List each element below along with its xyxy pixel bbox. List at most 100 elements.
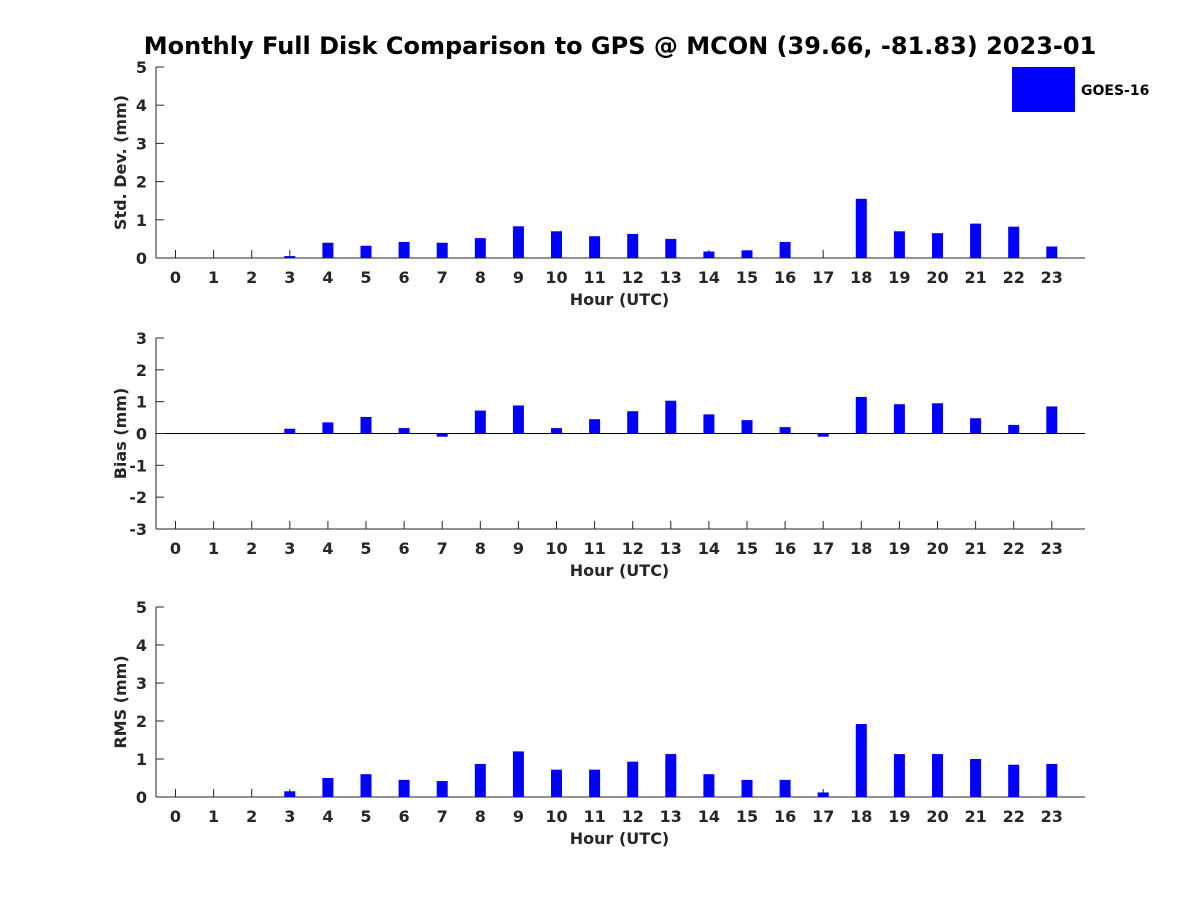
bar <box>779 779 791 797</box>
x-tick-label: 1 <box>208 268 219 287</box>
bar <box>703 251 715 258</box>
bar <box>551 428 562 434</box>
y-tick-label: 1 <box>136 211 147 230</box>
x-tick-label: 0 <box>170 807 181 826</box>
x-tick-label: 23 <box>1041 807 1063 826</box>
x-tick-label: 13 <box>660 268 682 287</box>
x-tick-label: 13 <box>660 539 682 558</box>
x-tick-label: 3 <box>284 807 295 826</box>
bar <box>436 781 448 797</box>
bar <box>398 779 410 797</box>
bar <box>284 791 296 797</box>
bar <box>322 778 334 797</box>
y-tick-label: 2 <box>136 173 147 192</box>
bar <box>970 223 982 258</box>
x-tick-label: 2 <box>246 268 257 287</box>
bar <box>893 231 905 258</box>
bar <box>589 236 601 258</box>
x-tick-label: 13 <box>660 807 682 826</box>
y-tick-label: 1 <box>136 393 147 412</box>
y-tick-label: 0 <box>136 788 147 807</box>
x-tick-label: 8 <box>475 807 486 826</box>
bar <box>627 233 639 258</box>
bar <box>817 433 829 437</box>
bar <box>512 226 524 258</box>
x-tick-label: 15 <box>736 268 758 287</box>
bar <box>436 433 448 437</box>
x-tick-label: 4 <box>322 268 333 287</box>
x-tick-label: 17 <box>812 807 834 826</box>
bar <box>551 231 562 258</box>
x-tick-label: 15 <box>736 807 758 826</box>
x-tick-label: 9 <box>513 539 524 558</box>
bar <box>665 238 677 258</box>
x-tick-label: 15 <box>736 539 758 558</box>
x-tick-label: 16 <box>774 268 796 287</box>
y-tick-label: -2 <box>129 488 147 507</box>
bar <box>741 250 753 258</box>
bar <box>474 763 486 797</box>
bar <box>322 422 334 434</box>
x-tick-label: 7 <box>437 268 448 287</box>
x-tick-label: 19 <box>888 539 910 558</box>
bar <box>665 754 677 797</box>
x-tick-label: 8 <box>475 539 486 558</box>
y-tick-label: -1 <box>129 456 147 475</box>
bar <box>703 774 715 797</box>
bar <box>779 427 791 434</box>
y-tick-label: 5 <box>136 58 147 77</box>
x-tick-label: 22 <box>1003 539 1025 558</box>
x-tick-label: 12 <box>622 807 644 826</box>
bar <box>512 751 524 797</box>
x-tick-label: 3 <box>284 268 295 287</box>
x-tick-label: 17 <box>812 268 834 287</box>
y-tick-label: 2 <box>136 361 147 380</box>
bar <box>932 403 943 434</box>
x-tick-label: 9 <box>513 807 524 826</box>
bar <box>360 245 372 258</box>
bar <box>970 759 982 797</box>
bar <box>779 241 791 258</box>
y-tick-label: 5 <box>136 598 147 617</box>
y-axis-label: Std. Dev. (mm) <box>111 95 130 230</box>
x-tick-label: 17 <box>812 539 834 558</box>
x-tick-label: 20 <box>926 807 948 826</box>
x-tick-label: 16 <box>774 539 796 558</box>
bar <box>360 774 372 797</box>
bar <box>665 400 677 434</box>
y-tick-label: 3 <box>136 329 147 348</box>
x-tick-label: 7 <box>437 807 448 826</box>
bar <box>703 414 715 434</box>
y-tick-label: 2 <box>136 712 147 731</box>
x-tick-label: 1 <box>208 807 219 826</box>
bar <box>1046 763 1058 797</box>
legend: GOES-16 <box>1012 67 1149 112</box>
x-tick-label: 5 <box>360 807 371 826</box>
x-tick-label: 18 <box>850 807 872 826</box>
x-tick-label: 6 <box>399 539 410 558</box>
bar <box>512 405 524 434</box>
x-tick-label: 21 <box>964 539 986 558</box>
bar <box>398 241 410 258</box>
bar <box>551 769 562 797</box>
x-tick-label: 16 <box>774 807 796 826</box>
x-tick-label: 12 <box>622 539 644 558</box>
bar <box>932 233 943 258</box>
x-axis-label: Hour (UTC) <box>570 561 670 580</box>
bar <box>474 238 486 258</box>
x-tick-label: 8 <box>475 268 486 287</box>
bar <box>284 256 296 258</box>
x-tick-label: 2 <box>246 539 257 558</box>
x-tick-label: 20 <box>926 539 948 558</box>
y-tick-label: 0 <box>136 425 147 444</box>
x-tick-label: 0 <box>170 268 181 287</box>
x-tick-label: 21 <box>964 807 986 826</box>
bar <box>970 418 982 434</box>
y-tick-label: -3 <box>129 520 147 539</box>
x-tick-label: 2 <box>246 807 257 826</box>
x-tick-label: 23 <box>1041 268 1063 287</box>
x-tick-label: 21 <box>964 268 986 287</box>
bar <box>589 419 601 434</box>
y-axis-label: Bias (mm) <box>111 388 130 480</box>
